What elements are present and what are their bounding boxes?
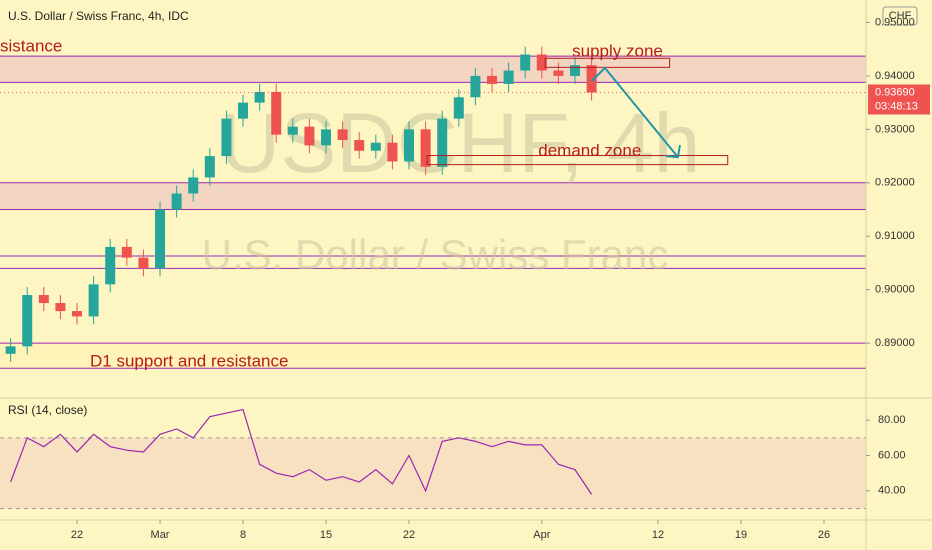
candle-body: [121, 246, 132, 258]
candle-body: [520, 54, 531, 71]
candle-body: [586, 65, 597, 93]
candle-body: [88, 284, 99, 317]
y-tick-label: 0.93000: [875, 123, 915, 135]
rsi-tick-label: 80.00: [878, 414, 906, 426]
annotation-label: D1 support and resistance: [90, 351, 288, 370]
candle-body: [453, 97, 464, 119]
candle-body: [22, 295, 33, 347]
rsi-line: [10, 408, 593, 495]
box-label: supply zone: [572, 42, 663, 61]
candle-body: [287, 126, 298, 135]
candle-body: [171, 193, 182, 210]
candle-body: [271, 91, 282, 135]
candle-body: [553, 70, 564, 76]
rsi-tick-label: 60.00: [878, 449, 906, 461]
zone: [0, 182, 866, 210]
x-tick-label: Apr: [533, 529, 550, 541]
candle-body: [188, 177, 199, 194]
x-tick-label: 12: [652, 529, 664, 541]
countdown: 03:48:13: [875, 100, 918, 112]
candle-body: [387, 142, 398, 162]
candle-body: [321, 129, 332, 146]
candle-body: [238, 102, 249, 119]
annotation-label: sistance: [0, 36, 62, 55]
y-tick-label: 0.94000: [875, 70, 915, 82]
candle-body: [221, 118, 232, 157]
rsi-title: RSI (14, close): [8, 403, 87, 417]
watermark-subtitle: U.S. Dollar / Swiss Franc: [202, 231, 669, 278]
candle-body: [503, 70, 514, 84]
currency-box[interactable]: [882, 6, 918, 26]
arrow: [590, 66, 679, 158]
candle-body: [72, 311, 83, 317]
y-tick-label: 0.95000: [875, 16, 915, 28]
candle-body: [370, 142, 381, 151]
candle-body: [138, 257, 149, 269]
candle-body: [354, 140, 365, 151]
zone: [0, 56, 866, 83]
x-tick-label: 22: [403, 529, 415, 541]
box-label: demand zone: [538, 141, 641, 160]
y-tick-label: 0.89000: [875, 337, 915, 349]
y-tick-label: 0.92000: [875, 177, 915, 189]
candle-body: [105, 246, 116, 285]
last-price-label: 0.93690: [875, 86, 915, 98]
candle-body: [420, 129, 431, 167]
x-tick-label: 19: [735, 529, 747, 541]
y-tick-label: 0.90000: [875, 284, 915, 296]
candle-body: [5, 346, 16, 354]
y-tick-label: 0.91000: [875, 230, 915, 242]
zone: [0, 343, 866, 369]
candle-body: [337, 129, 348, 141]
last-price-tag: [868, 84, 930, 115]
candle-body: [536, 54, 547, 71]
rsi-tick-label: 40.00: [878, 485, 906, 497]
x-tick-label: Mar: [151, 529, 170, 541]
currency: CHF: [889, 10, 912, 22]
zone-box: [544, 57, 671, 68]
x-tick-label: 15: [320, 529, 332, 541]
candle-body: [204, 156, 215, 178]
candle-body: [155, 209, 166, 269]
candle-body: [254, 91, 265, 103]
rsi-band: [0, 437, 866, 509]
candle-body: [304, 126, 315, 146]
candle-body: [570, 65, 581, 76]
candle-body: [404, 129, 415, 162]
x-tick-label: 22: [71, 529, 83, 541]
candle-body: [437, 118, 448, 167]
candle-body: [487, 75, 498, 84]
candle-body: [470, 75, 481, 98]
chart-title: U.S. Dollar / Swiss Franc, 4h, IDC: [8, 9, 189, 23]
candle-body: [55, 303, 66, 312]
x-tick-label: 8: [240, 529, 246, 541]
x-tick-label: 26: [818, 529, 830, 541]
arrow-head: [665, 144, 681, 159]
zone-box: [426, 155, 729, 166]
candle-body: [38, 295, 49, 304]
